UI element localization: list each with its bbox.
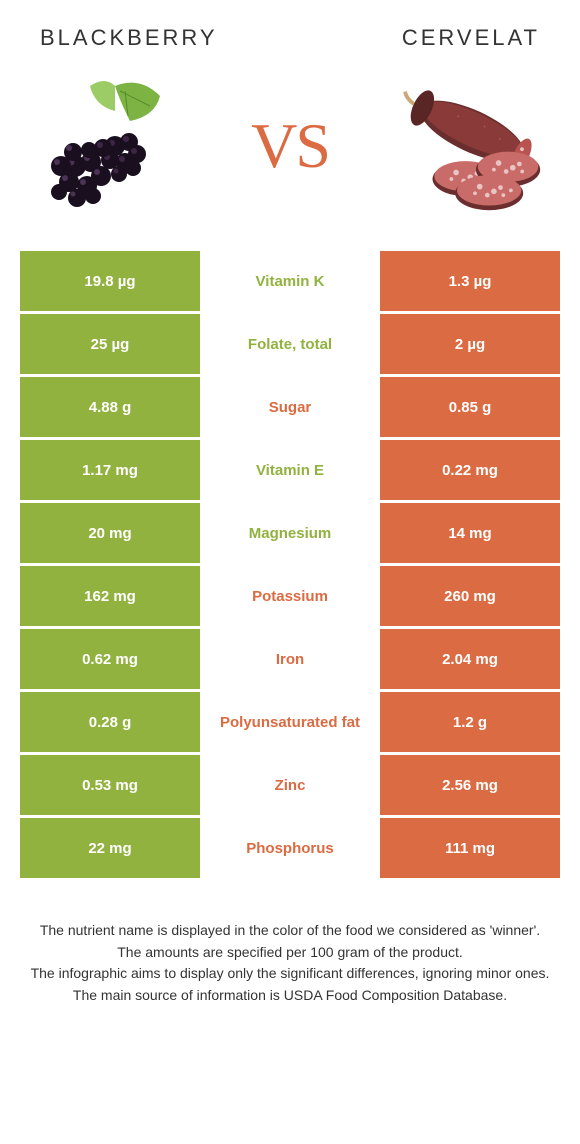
nutrient-label: Polyunsaturated fat (200, 692, 380, 752)
nutrient-right-value: 2.56 mg (380, 755, 560, 815)
footer-line: The nutrient name is displayed in the co… (30, 921, 550, 941)
nutrient-left-value: 0.28 g (20, 692, 200, 752)
nutrient-label: Zinc (200, 755, 380, 815)
nutrient-right-value: 111 mg (380, 818, 560, 878)
table-row: 0.53 mgZinc2.56 mg (20, 755, 560, 815)
nutrient-label: Phosphorus (200, 818, 380, 878)
footer-notes: The nutrient name is displayed in the co… (0, 881, 580, 1027)
footer-line: The infographic aims to display only the… (30, 964, 550, 984)
nutrient-right-value: 1.3 µg (380, 251, 560, 311)
nutrient-left-value: 0.62 mg (20, 629, 200, 689)
blackberry-image (20, 71, 190, 221)
table-row: 22 mgPhosphorus111 mg (20, 818, 560, 878)
nutrient-right-value: 2.04 mg (380, 629, 560, 689)
vs-row: VS (0, 61, 580, 251)
table-row: 162 mgPotassium260 mg (20, 566, 560, 626)
cervelat-image (390, 71, 560, 221)
nutrient-right-value: 14 mg (380, 503, 560, 563)
nutrient-table: 19.8 µgVitamin K1.3 µg25 µgFolate, total… (20, 251, 560, 878)
nutrient-left-value: 1.17 mg (20, 440, 200, 500)
nutrient-label: Potassium (200, 566, 380, 626)
nutrient-left-value: 162 mg (20, 566, 200, 626)
nutrient-label: Iron (200, 629, 380, 689)
nutrient-left-value: 19.8 µg (20, 251, 200, 311)
nutrient-label: Folate, total (200, 314, 380, 374)
nutrient-label: Magnesium (200, 503, 380, 563)
nutrient-right-value: 0.22 mg (380, 440, 560, 500)
table-row: 20 mgMagnesium14 mg (20, 503, 560, 563)
nutrient-left-value: 0.53 mg (20, 755, 200, 815)
nutrient-right-value: 0.85 g (380, 377, 560, 437)
food-left-title: BLACKBERRY (40, 25, 218, 51)
nutrient-label: Sugar (200, 377, 380, 437)
nutrient-label: Vitamin K (200, 251, 380, 311)
nutrient-right-value: 260 mg (380, 566, 560, 626)
nutrient-right-value: 1.2 g (380, 692, 560, 752)
table-row: 0.28 gPolyunsaturated fat1.2 g (20, 692, 560, 752)
nutrient-left-value: 22 mg (20, 818, 200, 878)
nutrient-left-value: 4.88 g (20, 377, 200, 437)
food-right-title: CERVELAT (402, 25, 540, 51)
table-row: 0.62 mgIron2.04 mg (20, 629, 560, 689)
nutrient-left-value: 20 mg (20, 503, 200, 563)
table-row: 25 µgFolate, total2 µg (20, 314, 560, 374)
table-row: 19.8 µgVitamin K1.3 µg (20, 251, 560, 311)
vs-label: VS (251, 109, 329, 183)
nutrient-left-value: 25 µg (20, 314, 200, 374)
nutrient-right-value: 2 µg (380, 314, 560, 374)
table-row: 4.88 gSugar0.85 g (20, 377, 560, 437)
footer-line: The amounts are specified per 100 gram o… (30, 943, 550, 963)
table-row: 1.17 mgVitamin E0.22 mg (20, 440, 560, 500)
nutrient-label: Vitamin E (200, 440, 380, 500)
footer-line: The main source of information is USDA F… (30, 986, 550, 1006)
